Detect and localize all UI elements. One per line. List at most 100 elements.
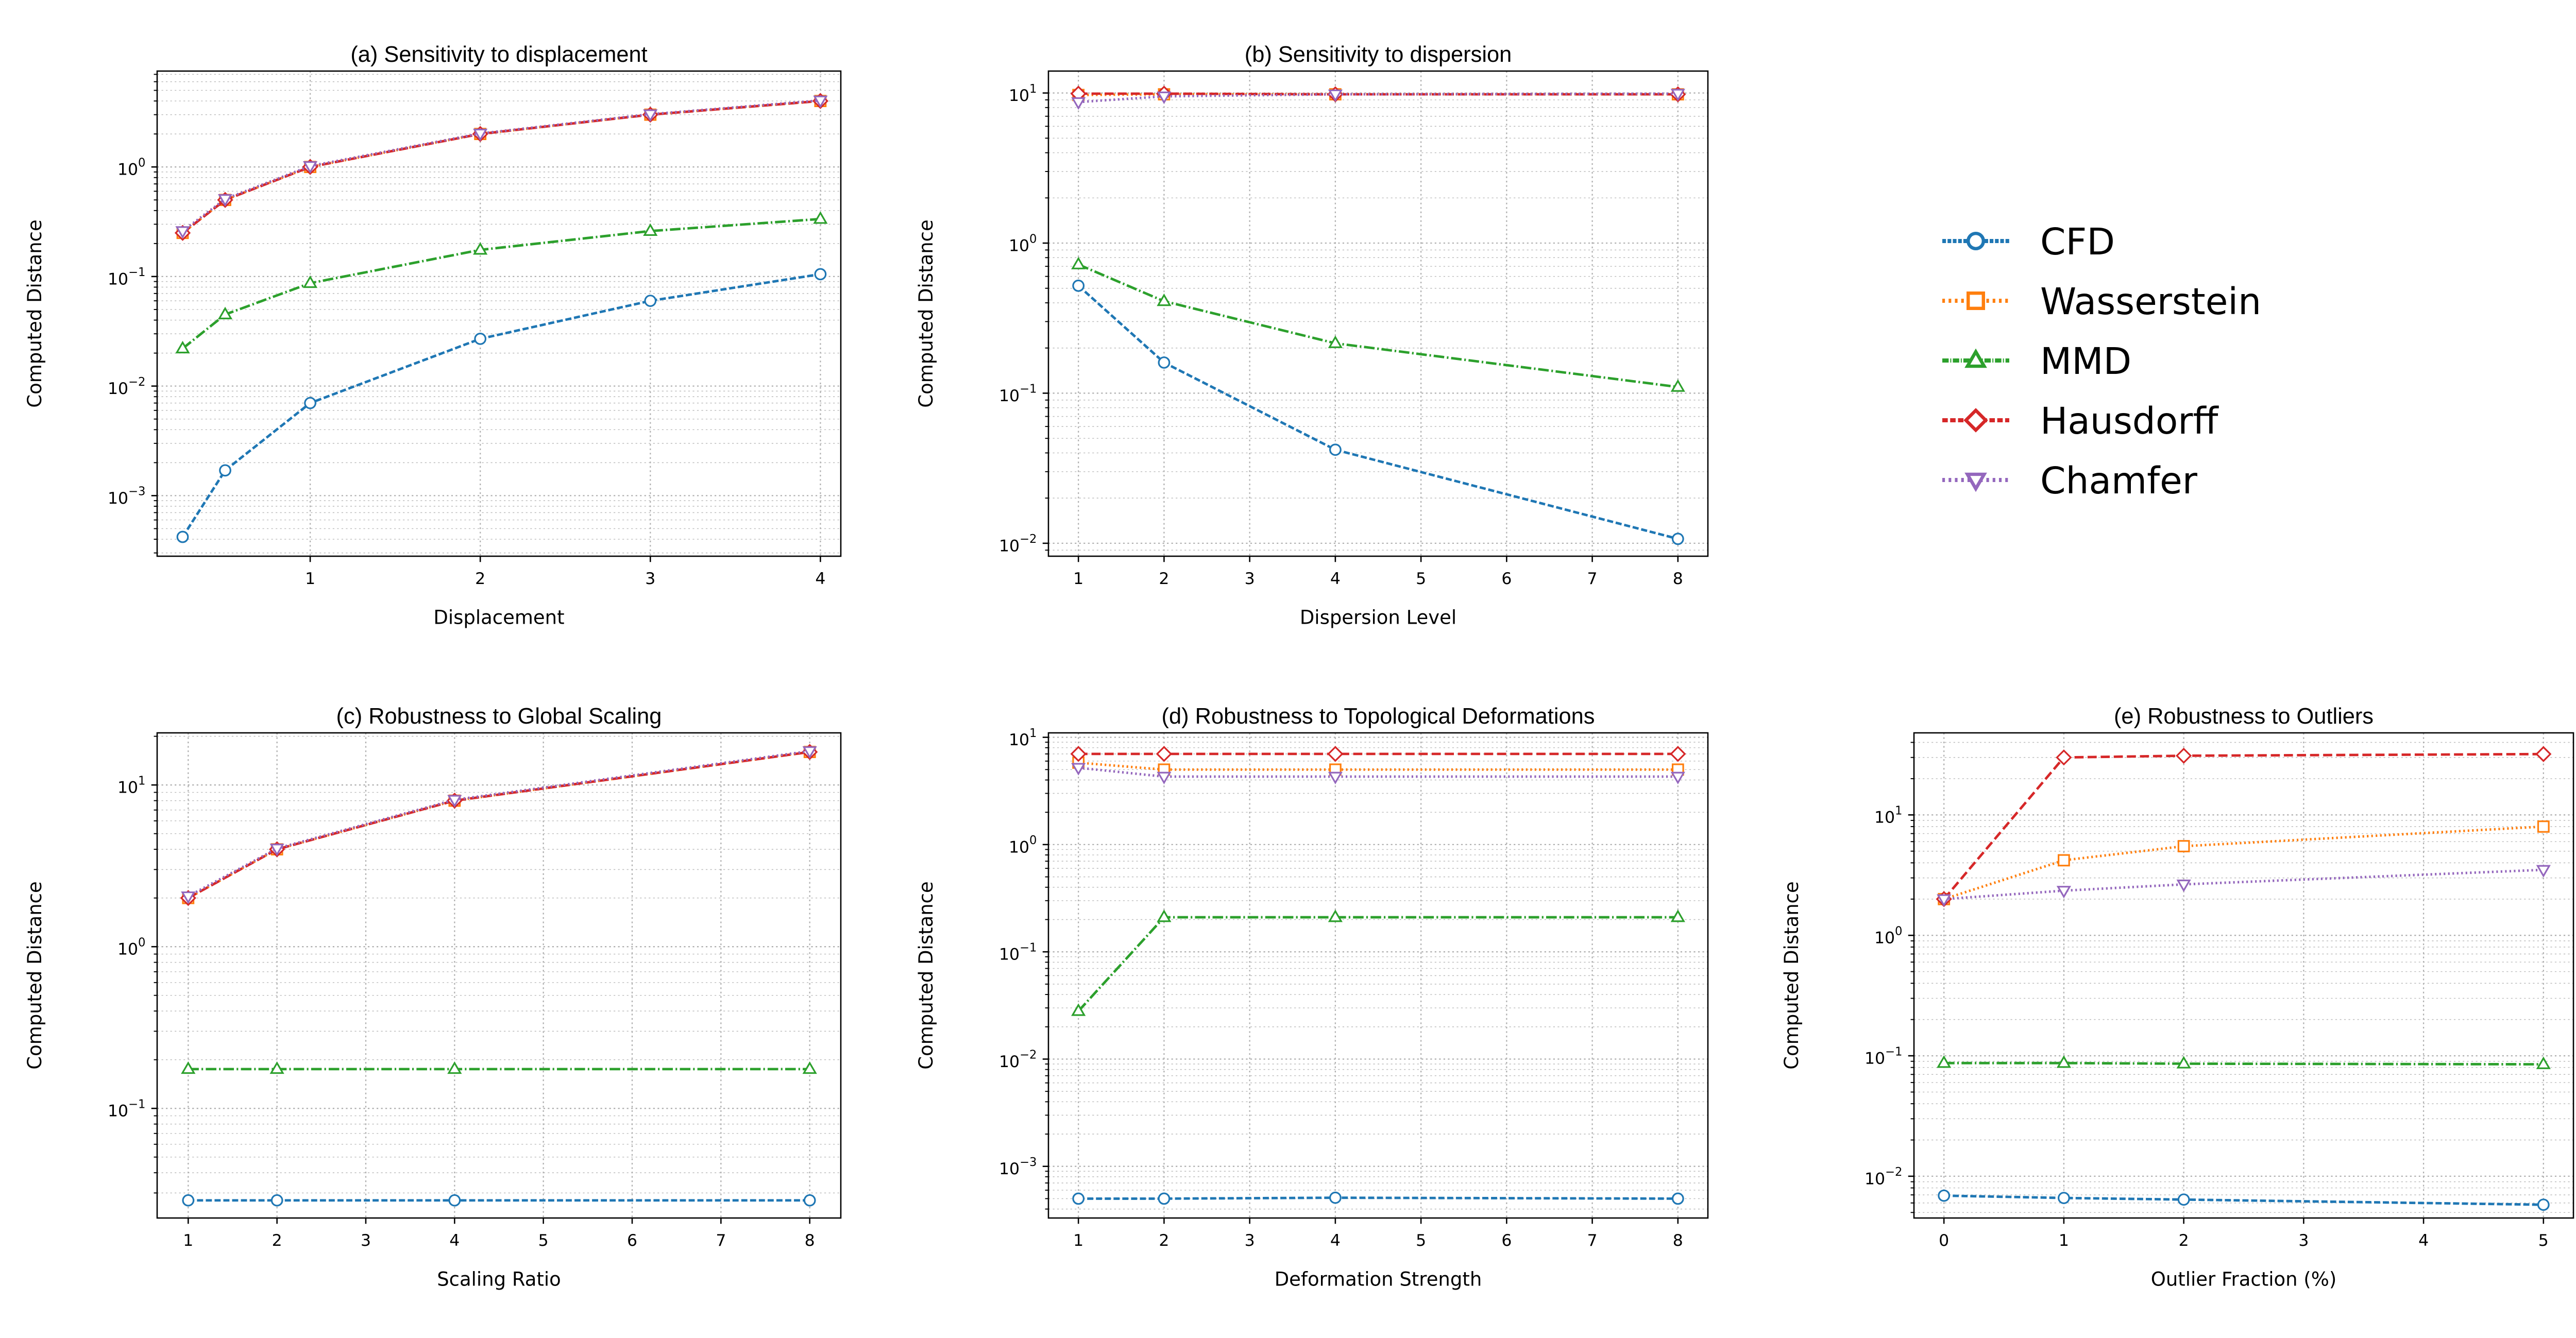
x-tick-label: 4	[449, 1231, 460, 1250]
x-tick-label: 1	[2059, 1231, 2069, 1250]
x-tick-label: 2	[1159, 1231, 1169, 1250]
data-point-cfd	[219, 464, 231, 477]
data-point-mmd	[1670, 910, 1685, 922]
data-point-hausdorff	[2535, 746, 2552, 762]
y-tick-label: 10−1	[108, 266, 146, 289]
y-tick-label: 10−3	[999, 1155, 1037, 1178]
x-tick-label: 3	[361, 1231, 371, 1250]
y-tick-label: 100	[1009, 834, 1037, 857]
data-point-cfd	[1072, 279, 1085, 292]
series-line-hausdorff	[182, 99, 821, 234]
legend-marker	[1964, 472, 1987, 492]
x-tick-label: 1	[305, 570, 315, 588]
series-group	[1070, 85, 1686, 545]
y-tick-label: 10−2	[1865, 1165, 1903, 1189]
data-point-mmd	[802, 1061, 817, 1074]
series-line-cfd	[1077, 284, 1679, 540]
data-point-mmd	[2056, 1055, 2072, 1068]
x-tick-label: 6	[627, 1231, 637, 1250]
series-group	[180, 744, 818, 1207]
data-point-cfd	[1671, 1192, 1684, 1205]
x-tick-label: 7	[716, 1231, 726, 1250]
data-point-cfd	[1158, 1192, 1171, 1205]
x-tick-label: 2	[475, 570, 485, 588]
axes-frame	[156, 70, 842, 557]
data-point-hausdorff	[2175, 747, 2192, 764]
grid	[1048, 733, 1708, 1218]
data-point-mmd	[643, 223, 658, 236]
legend-marker	[1963, 408, 1988, 433]
x-tick-label: 4	[2418, 1231, 2429, 1250]
legend-label: Chamfer	[2040, 459, 2198, 502]
legend: CFD Wasserstein MMD Hausdorff Chamfer	[1942, 220, 2261, 502]
data-point-chamfer	[269, 844, 284, 856]
legend-label: MMD	[2040, 340, 2131, 383]
series-group	[174, 93, 829, 543]
y-tick-label: 10−1	[108, 1097, 146, 1121]
data-point-cfd	[1329, 1191, 1342, 1204]
grid	[1914, 733, 2573, 1218]
y-axis-label: Computed Distance	[915, 219, 937, 407]
y-tick-label: 101	[1874, 804, 1903, 827]
ticks	[1042, 736, 1679, 1224]
x-tick-label: 3	[1245, 1231, 1255, 1250]
x-tick-label: 1	[1073, 570, 1083, 588]
data-point-mmd	[447, 1061, 462, 1074]
data-point-chamfer	[1670, 771, 1685, 784]
ticks	[151, 735, 810, 1224]
y-tick-label: 10−1	[1865, 1045, 1903, 1068]
subplot-c: 1 2 3 4 5 6 7 8 10−1 100 101 Scaling Ratio Computed …	[24, 704, 842, 1291]
x-tick-label: 0	[1939, 1231, 1949, 1250]
y-axis-label: Computed Distance	[915, 881, 937, 1069]
data-point-mmd	[1157, 910, 1172, 922]
series-line-cfd	[181, 273, 821, 538]
x-tick-label: 8	[1673, 570, 1683, 588]
legend-label: Wasserstein	[2040, 280, 2261, 323]
x-axis-label: Scaling Ratio	[437, 1268, 561, 1291]
data-point-cfd	[2177, 1193, 2190, 1206]
data-point-cfd	[176, 530, 189, 543]
data-point-cfd	[803, 1194, 816, 1207]
ticks	[151, 74, 821, 562]
y-tick-label: 10−2	[108, 375, 146, 398]
y-axis-label: Computed Distance	[24, 881, 46, 1069]
grid	[157, 733, 841, 1218]
data-point-cfd	[1671, 533, 1684, 545]
data-point-chamfer	[473, 128, 488, 142]
legend-marker	[1964, 348, 1987, 368]
legend-entry-mmd: MMD	[1942, 340, 2131, 383]
legend-marker	[1966, 231, 1986, 251]
subplot-d: 1 2 3 4 5 6 7 8 10−3 10−2 10−1 100 101 Deformation St…	[915, 704, 1709, 1291]
y-tick-label: 10−2	[999, 533, 1037, 556]
legend-entry-hausdorff: Hausdorff	[1942, 400, 2219, 442]
data-point-cfd	[1938, 1189, 1951, 1202]
series-line-hausdorff	[1943, 752, 2544, 900]
x-axis-label: Deformation Strength	[1275, 1268, 1482, 1291]
data-point-hausdorff	[1327, 746, 1344, 762]
data-point-cfd	[2058, 1192, 2070, 1204]
data-point-cfd	[474, 332, 487, 345]
data-point-cfd	[1329, 443, 1342, 456]
y-tick-label: 101	[117, 774, 146, 797]
chart-title: (c) Robustness to Global Scaling	[336, 704, 662, 729]
axes-frame	[1913, 732, 2574, 1219]
series-line-cfd	[1078, 1196, 1678, 1200]
data-point-cfd	[814, 268, 827, 281]
y-tick-label: 100	[1009, 232, 1037, 255]
data-point-chamfer	[447, 795, 462, 808]
data-point-cfd	[1158, 356, 1171, 369]
y-tick-label: 10−3	[108, 485, 146, 508]
data-point-hausdorff	[1070, 746, 1087, 762]
series-line-mmd	[1078, 263, 1679, 388]
data-point-chamfer	[1071, 763, 1086, 776]
chart-title: (b) Sensitivity to dispersion	[1245, 42, 1512, 67]
series-line-chamfer	[1078, 92, 1678, 104]
x-tick-label: 2	[272, 1231, 282, 1250]
x-tick-label: 5	[2538, 1231, 2549, 1250]
x-tick-label: 2	[2179, 1231, 2189, 1250]
subplot-a: 1 2 3 4 10−3 10−2 10−1 100 Displacement Computed …	[24, 42, 842, 629]
x-axis-label: Dispersion Level	[1300, 607, 1456, 629]
x-tick-label: 2	[1159, 570, 1169, 588]
data-point-mmd	[2536, 1056, 2551, 1069]
data-point-cfd	[304, 397, 316, 409]
